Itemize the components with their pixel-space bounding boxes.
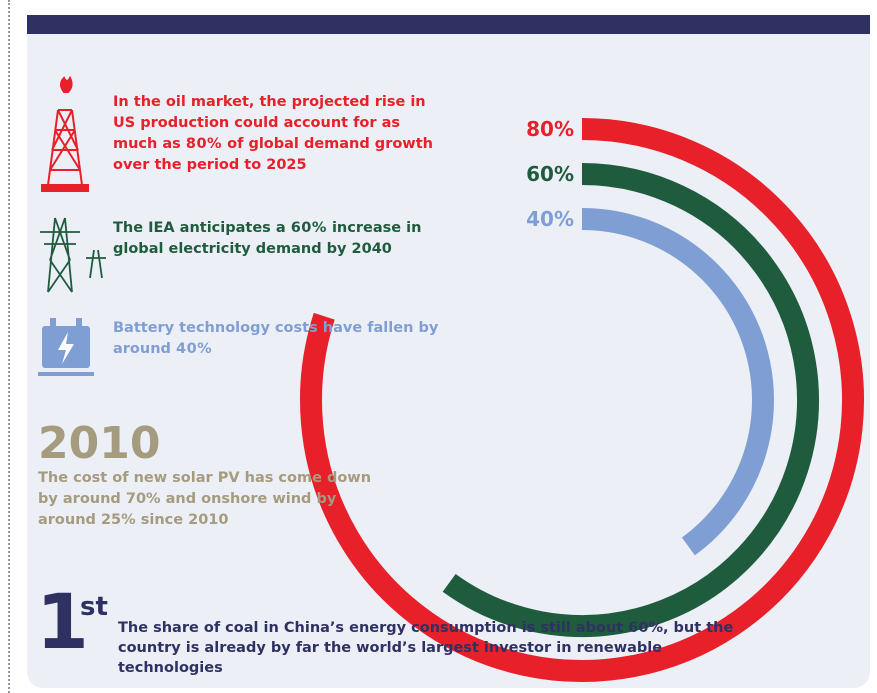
arc-label: 80% [526, 117, 574, 141]
arc-label: 60% [526, 162, 574, 186]
dotted-rule [8, 0, 10, 693]
rank-number: 1 [36, 577, 89, 666]
rank-suffix: st [80, 592, 108, 622]
arc-bar [442, 163, 819, 637]
item-after: increase in global electricity demand by… [113, 220, 422, 257]
item-after: of global demand growth over the period … [113, 136, 433, 173]
item-highlight: 40% [175, 341, 213, 357]
pylon-icon [40, 217, 106, 293]
item-text: In the oil market, the projected rise in… [113, 92, 448, 176]
rank-text: The share of coal in China’s energy cons… [118, 620, 734, 676]
arc-label: 40% [526, 207, 574, 231]
item-highlight: 80% [185, 136, 223, 152]
item-highlight: 60% [290, 220, 327, 236]
item-text: The IEA anticipates a 60% increase in gl… [113, 218, 448, 260]
arc-bar [300, 118, 864, 682]
year-text: The cost of new solar PV has come down b… [38, 470, 372, 528]
header-band [27, 15, 870, 34]
item-text: Battery technology costs have fallen by … [113, 318, 448, 360]
item-before: The IEA anticipates a [113, 220, 291, 236]
arc-bar [581, 208, 774, 556]
oil-icon [41, 75, 89, 192]
battery-icon [38, 318, 94, 376]
item-before: In the oil market, the projected rise in… [113, 94, 426, 152]
year-title: 2010 [38, 418, 161, 469]
item-before: Battery technology costs have fallen by … [113, 320, 439, 357]
